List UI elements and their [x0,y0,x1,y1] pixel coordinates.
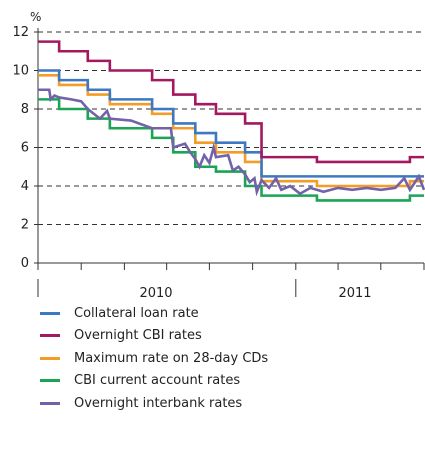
legend-swatch [40,311,60,315]
y-tick-label: 10 [12,64,29,79]
y-tick-label: 0 [21,256,29,271]
legend-item-overnight-cbi: Overnight CBI rates [40,325,420,348]
gridlines [38,31,424,225]
y-axis-ticks: 0 2 4 6 8 10 12 [12,25,38,271]
legend-item-interbank: Overnight interbank rates [40,392,420,415]
legend-item-28day-cds: Maximum rate on 28-day CDs [40,347,420,370]
legend-swatch [40,401,60,405]
series-line-3 [38,74,424,188]
legend-label: Overnight CBI rates [74,328,202,344]
legend-swatch [40,356,60,360]
legend-label: Maximum rate on 28-day CDs [74,350,269,366]
y-tick-label: 12 [12,25,29,40]
series-line-1 [38,69,424,178]
y-unit-label: % [30,10,41,24]
legend: Collateral loan rate Overnight CBI rates… [40,302,420,415]
series-lines [38,40,425,202]
legend-label: Collateral loan rate [74,305,199,321]
legend-item-collateral: Collateral loan rate [40,302,420,325]
series-line-2 [38,40,424,164]
y-tick-label: 8 [21,102,29,117]
legend-swatch [40,334,60,338]
y-tick-label: 4 [21,179,29,194]
series-line-5 [38,88,425,197]
x-year-label-2010: 2010 [139,286,172,300]
x-year-label-2011: 2011 [338,286,371,300]
line-chart: % 0 2 4 6 8 10 12 2010 2011 [12,10,425,300]
legend-label: Overnight interbank rates [74,395,243,411]
legend-swatch [40,379,60,383]
x-axis [37,28,425,297]
legend-label: CBI current account rates [74,373,241,389]
legend-item-current-account: CBI current account rates [40,370,420,393]
y-tick-label: 2 [21,218,29,233]
y-tick-label: 6 [21,141,29,156]
